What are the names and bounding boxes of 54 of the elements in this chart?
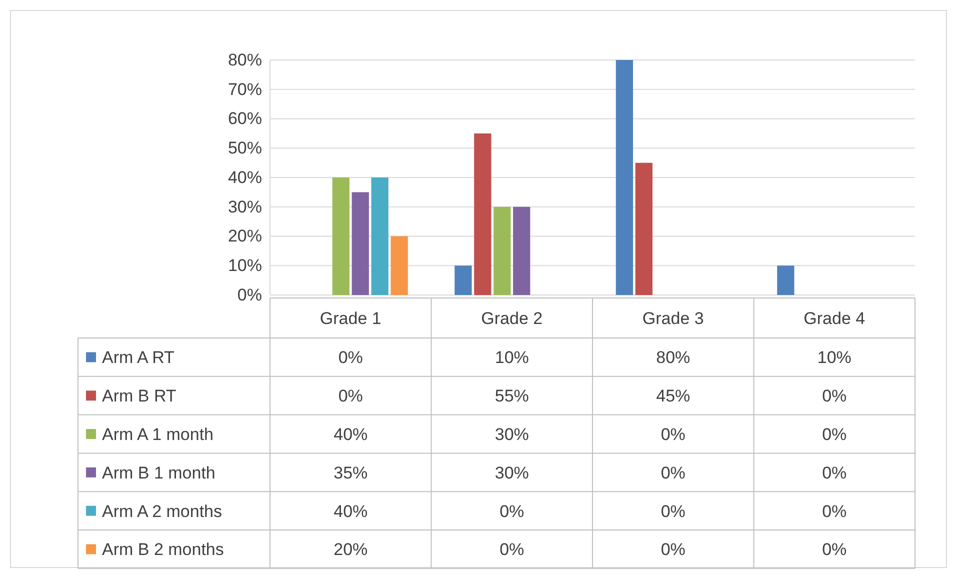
data-label: 0% xyxy=(822,463,847,482)
bar xyxy=(390,236,408,295)
y-tick-label: 0% xyxy=(237,285,262,304)
legend-label: Arm B 2 months xyxy=(102,540,224,560)
y-tick-label: 10% xyxy=(228,256,262,276)
legend-label: Arm A RT xyxy=(102,348,174,368)
data-label: 0% xyxy=(822,502,847,521)
data-label: 35% xyxy=(334,463,368,482)
y-tick-label: 50% xyxy=(228,138,262,158)
y-tick-label: 80% xyxy=(228,50,262,70)
legend-label: Arm A 2 months xyxy=(102,502,222,521)
data-label: 55% xyxy=(494,386,529,406)
bar xyxy=(494,206,511,295)
data-label: 30% xyxy=(494,424,529,444)
data-label: 0% xyxy=(660,502,686,521)
bar xyxy=(352,192,369,295)
data-label: 80% xyxy=(656,348,690,368)
data-label: 10% xyxy=(817,348,852,368)
data-label: 20% xyxy=(334,540,368,560)
data-label: 40% xyxy=(334,502,368,521)
y-tick-label: 30% xyxy=(228,197,262,216)
legend-label: Arm B RT xyxy=(102,386,176,406)
data-label: 0% xyxy=(500,540,524,560)
x-tick-label: Grade 3 xyxy=(642,308,704,328)
bar xyxy=(371,178,388,295)
data-label: 0% xyxy=(500,502,524,521)
y-tick-label: 40% xyxy=(228,168,262,187)
x-tick-label: Grade 1 xyxy=(320,308,382,328)
data-label: 45% xyxy=(656,386,690,406)
data-label: 0% xyxy=(660,463,686,482)
bar xyxy=(474,133,492,295)
data-label: 0% xyxy=(822,424,847,444)
bar xyxy=(513,206,530,295)
legend-label: Arm B 1 month xyxy=(102,463,216,482)
legend-label: Arm A 1 month xyxy=(102,424,214,444)
bar xyxy=(616,60,634,295)
data-label: 40% xyxy=(334,424,368,444)
bar xyxy=(454,266,472,295)
y-tick-label: 70% xyxy=(228,80,262,99)
data-label: 10% xyxy=(494,348,529,368)
x-tick-label: Grade 2 xyxy=(481,308,543,328)
bar xyxy=(635,162,652,295)
data-label: 30% xyxy=(494,463,529,482)
data-label: 0% xyxy=(338,348,363,368)
x-tick-label: Grade 4 xyxy=(804,308,866,328)
bar xyxy=(777,266,794,295)
bar xyxy=(332,178,350,295)
data-label: 0% xyxy=(660,540,686,560)
data-label: 0% xyxy=(338,386,363,406)
data-label: 0% xyxy=(822,386,847,406)
data-label: 0% xyxy=(660,424,686,444)
y-tick-label: 60% xyxy=(228,109,262,128)
y-tick-label: 20% xyxy=(228,226,262,246)
data-label: 0% xyxy=(822,540,847,560)
